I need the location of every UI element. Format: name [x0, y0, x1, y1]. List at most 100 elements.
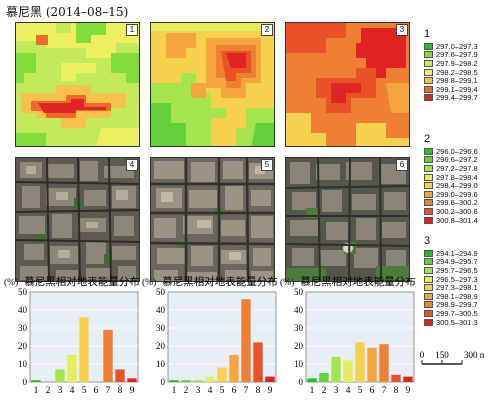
legend-entry: 297.6–297.9	[424, 50, 478, 60]
bar	[193, 380, 203, 382]
chart-title: 慕尼黑相对地表能量分布	[24, 275, 140, 288]
chart-title: 慕尼黑相对地表能量分布	[300, 275, 416, 288]
x-tick-label: 1	[310, 386, 315, 396]
legend-swatch	[424, 94, 433, 102]
x-tick-label: 6	[370, 386, 375, 396]
legend-entry: 296.0–296.6	[424, 147, 478, 156]
legend-entry: 298.4–299.0	[424, 181, 478, 190]
x-tick-label: 6	[232, 386, 237, 396]
legend-entry: 297.3–298.1	[424, 283, 478, 292]
legend-entry: 296.6–297.2	[424, 155, 478, 165]
legend-label: 298.4–299.0	[436, 181, 478, 191]
bar	[307, 378, 317, 382]
panel-number: 3	[396, 24, 408, 36]
legend-entries: 297.0–297.3 297.6–297.9 297.9–298.2 298.2–2…	[424, 42, 478, 102]
legend-entry: 299.0–299.6	[424, 190, 478, 199]
bar	[391, 374, 401, 382]
legend-label: 294.9–295.7	[436, 257, 478, 267]
legend-swatch	[424, 292, 433, 300]
legend-title: 2	[424, 133, 431, 145]
legend-label: 299.4–299.7	[436, 93, 478, 103]
legend-swatch	[424, 68, 433, 76]
panel-number: 4	[126, 159, 138, 171]
bar	[319, 373, 329, 382]
panel-number: 5	[261, 159, 273, 171]
legend-entry: 298.8–299.1	[424, 76, 478, 85]
panel-number: 1	[126, 24, 138, 36]
legend-1: 1 297.0–297.3 297.6–297.9 297.9–298.2 298.2…	[424, 28, 478, 102]
bar	[355, 342, 365, 382]
panel-number: 2	[261, 24, 273, 36]
x-tick-label: 7	[244, 386, 249, 396]
y-tick-label: 10	[18, 359, 28, 369]
legend-label: 297.9–298.2	[436, 58, 478, 68]
y-tick-label: 50	[294, 287, 304, 297]
legend-entry: 297.2–297.8	[424, 164, 478, 173]
legend-label: 297.6–297.9	[436, 50, 478, 60]
legend-swatch	[424, 275, 433, 283]
legend-entry: 300.8–301.4	[424, 216, 478, 225]
legend-2: 2 296.0–296.6 296.6–297.2 297.2–297.8 297.8…	[424, 133, 478, 225]
legend-label: 298.8–299.1	[436, 76, 478, 86]
y-tick-label: 40	[18, 305, 28, 315]
bar	[217, 367, 227, 382]
legend-swatch	[424, 207, 433, 215]
aerial-photo-4: 4	[15, 157, 140, 282]
legend-label: 295.7–296.5	[436, 265, 478, 275]
legend-swatch	[424, 318, 433, 326]
legend-swatch	[424, 59, 433, 67]
y-axis-label: (%)	[4, 277, 18, 288]
bar	[367, 347, 377, 382]
legend-swatch	[424, 173, 433, 181]
legend-swatch	[424, 249, 433, 257]
y-axis-label: (%)	[142, 277, 156, 288]
legend-swatch	[424, 190, 433, 198]
aerial-photo-5: 5	[150, 157, 275, 282]
x-tick-label: 7	[382, 386, 387, 396]
bar	[115, 369, 125, 382]
legend-label: 297.3–298.1	[436, 283, 478, 293]
bar	[205, 376, 215, 382]
y-axis-label: (%)	[280, 277, 294, 288]
thermal-map-1: 1	[15, 22, 140, 147]
y-tick-label: 50	[18, 287, 28, 297]
y-tick-label: 10	[156, 359, 166, 369]
legend-label: 299.1–299.4	[436, 84, 478, 94]
legend-swatch	[424, 85, 433, 93]
legend-entry: 299.6–300.2	[424, 198, 478, 208]
bar	[379, 344, 389, 382]
legend-label: 299.7–300.5	[436, 308, 478, 318]
y-tick-label: 20	[156, 341, 166, 351]
bar	[403, 376, 413, 382]
legend-label: 296.6–297.2	[436, 155, 478, 165]
legend-label: 299.6–300.2	[436, 198, 478, 208]
bar	[79, 317, 89, 382]
x-tick-label: 7	[106, 386, 111, 396]
y-tick-label: 50	[156, 287, 166, 297]
y-tick-label: 0	[299, 377, 304, 387]
legend-swatch	[424, 266, 433, 274]
legend-entry: 296.5–297.3	[424, 275, 478, 284]
legend-entry: 300.2–300.8	[424, 207, 478, 216]
x-tick-label: 4	[208, 386, 213, 396]
bar	[343, 360, 353, 382]
legend-entry: 297.8–298.4	[424, 173, 478, 182]
y-tick-label: 20	[18, 341, 28, 351]
y-tick-label: 40	[294, 305, 304, 315]
y-tick-label: 30	[156, 323, 166, 333]
bar	[265, 376, 275, 382]
legend-entry: 298.1–298.9	[424, 292, 478, 301]
legend-label: 300.8–301.4	[436, 215, 478, 225]
legend-title: 1	[424, 28, 431, 40]
legend-label: 296.5–297.3	[436, 274, 478, 284]
legend-entry: 298.9–299.7	[424, 300, 478, 309]
legend-swatch	[424, 147, 433, 155]
legend-swatch	[424, 309, 433, 317]
x-tick-label: 3	[58, 386, 63, 396]
scale-bar: 0 150 300 m	[414, 350, 487, 377]
x-tick-label: 1	[34, 386, 39, 396]
x-tick-label: 9	[130, 386, 135, 396]
bar-chart-1: 慕尼黑相对地表能量分布 (%) 0 10 20 30 40 50 1 2 3 4 5 6 7 8 9	[4, 275, 140, 396]
y-tick-label: 20	[294, 341, 304, 351]
y-tick-label: 30	[294, 323, 304, 333]
